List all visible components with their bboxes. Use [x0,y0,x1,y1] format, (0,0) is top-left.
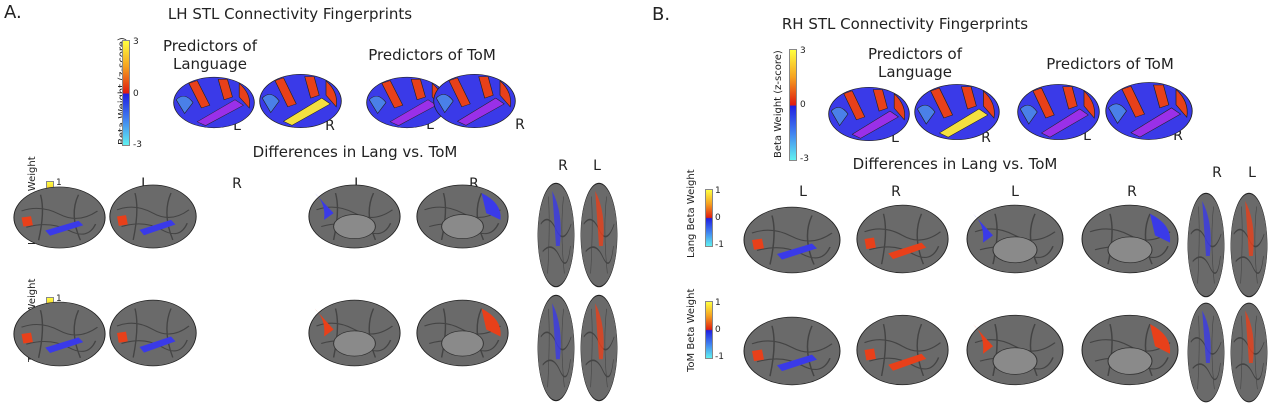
heading-line1: Predictors of [162,37,258,55]
colorbar-label: Beta Weight (z-score) [773,50,784,158]
lateral-brain [856,204,949,274]
medial-brain [1081,314,1179,386]
hemi-label: R [981,130,991,146]
panel-a-label: A. [4,2,22,23]
cb-max: 1 [715,186,721,196]
differences-heading: Differences in Lang vs. ToM [252,143,458,161]
fingerprint-brain [914,84,1000,140]
tom-beta-label: ToM Beta Weight [686,288,697,372]
hemi-label: R [891,184,901,200]
hemi-label: L [1011,184,1019,200]
panel-a-title: LH STL Connectivity Fingerprints [167,5,413,23]
lang-beta-label: Lang Beta Weight [686,169,697,258]
lateral-brain [13,301,106,367]
ventral-brain [537,294,575,402]
hemi-label: L [1083,128,1091,144]
panel-b-title: RH STL Connectivity Fingerprints [781,15,1029,33]
colorbar-small [705,189,713,247]
hemi-label: L [1248,165,1256,181]
panel-b-label: B. [652,4,671,25]
fingerprint-brain [433,74,516,128]
hemi-label: L [799,184,807,200]
cb-max: 1 [56,178,62,188]
ventral-brain [580,294,618,402]
ventral-brain [537,182,575,288]
medial-brain [416,184,509,249]
hemi-label: R [558,158,568,174]
fingerprint-brain [828,87,910,141]
predictors-tom-heading: Predictors of ToM [1046,55,1174,73]
colorbar-max: 3 [133,37,139,47]
hemi-label: L [426,117,434,133]
heading-line2: Language [877,63,953,81]
colorbar [789,49,797,161]
hemi-label: L [233,118,241,134]
ventral-brain [580,182,618,288]
fingerprint-brain [1017,84,1100,140]
cb-min: -1 [715,352,724,362]
lateral-brain [13,186,106,249]
cb-max: 1 [715,298,721,308]
cb-min: -1 [715,240,724,250]
hemi-label: R [1127,184,1137,200]
medial-brain [308,299,401,367]
hemi-label: L [891,130,899,146]
fingerprint-brain [1105,82,1193,140]
medial-brain [308,184,401,249]
colorbar-mid: 0 [133,89,139,99]
hemi-label: R [515,117,525,133]
lateral-brain [109,184,197,249]
hemi-label: R [1212,165,1222,181]
colorbar-max: 3 [800,46,806,56]
predictors-language-heading: Predictors of Language [163,37,257,73]
cb-mid: 0 [715,325,721,335]
lateral-brain [856,314,949,386]
fingerprint-brain [259,74,342,128]
lateral-brain [743,206,841,274]
lateral-brain [743,316,841,386]
colorbar-mid: 0 [800,100,806,110]
hemi-label: L [354,176,362,192]
cb-mid: 0 [715,213,721,223]
medial-brain [416,299,509,367]
medial-brain [966,204,1064,274]
fingerprint-brain [173,76,255,129]
hemi-label: R [1173,128,1183,144]
cb-max: 1 [56,294,62,304]
colorbar [122,40,130,146]
colorbar-min: -3 [800,154,809,164]
ventral-brain [1230,302,1268,403]
colorbar-min: -3 [133,140,142,150]
hemi-label: L [593,158,601,174]
ventral-brain [1187,192,1225,298]
colorbar-small [705,301,713,359]
heading-line2: Language [172,55,248,73]
predictors-language-heading: Predictors of Language [868,45,962,81]
differences-heading: Differences in Lang vs. ToM [852,155,1058,173]
medial-brain [1081,204,1179,274]
predictors-tom-heading: Predictors of ToM [368,46,496,64]
hemi-label: L [141,176,149,192]
medial-brain [966,314,1064,386]
hemi-label: R [325,118,335,134]
hemi-label: R [469,176,479,192]
heading-line1: Predictors of [867,45,963,63]
ventral-brain [1187,302,1225,403]
lateral-brain [109,299,197,367]
ventral-brain [1230,192,1268,298]
hemi-label: R [232,176,242,192]
